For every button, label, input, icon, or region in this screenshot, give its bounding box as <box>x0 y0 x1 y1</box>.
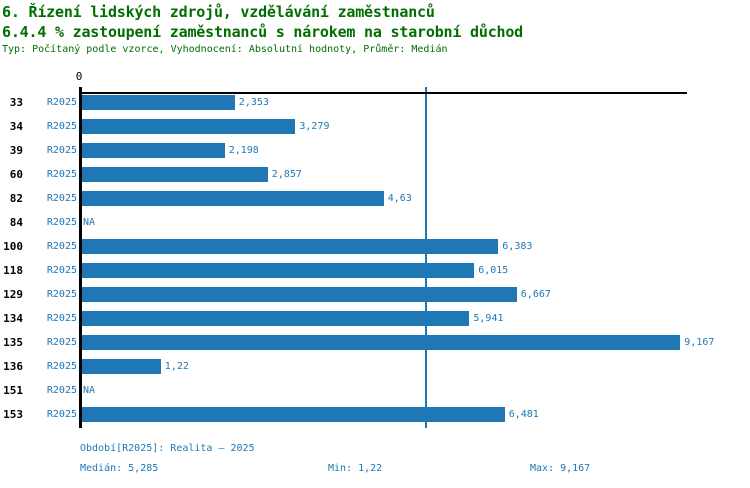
bar-value-label: 1,22 <box>164 360 189 372</box>
chart-row: 34 R2025 3,279 <box>0 114 750 138</box>
bar <box>81 142 225 158</box>
bar-zone: NA <box>81 217 750 228</box>
row-id-label: 129 <box>3 287 23 301</box>
bar <box>81 406 505 422</box>
row-id-label: 33 <box>9 95 23 109</box>
row-period-label: R2025 <box>46 288 77 300</box>
bar-zone: 1,22 <box>81 358 750 374</box>
bar-zone: 3,279 <box>81 118 750 134</box>
row-period-label: R2025 <box>46 120 77 132</box>
bar-value-label: 3,279 <box>299 120 330 132</box>
chart-row: 136 R2025 1,22 <box>0 354 750 378</box>
chart-subtitle: 6.4.4 % zastoupení zaměstnanců s nárokem… <box>2 23 524 41</box>
row-period-label: R2025 <box>46 96 77 108</box>
chart-row: 84 R2025 NA <box>0 210 750 234</box>
y-axis-line <box>79 87 82 428</box>
footer-max: Max: 9,167 <box>530 463 591 474</box>
row-period-label: R2025 <box>46 168 77 180</box>
axis-origin-label: 0 <box>75 70 83 83</box>
bar-zone: 2,353 <box>81 94 750 110</box>
bar <box>81 118 296 134</box>
na-label: NA <box>83 384 96 396</box>
bar-value-label: 2,857 <box>271 168 302 180</box>
row-id-label: 84 <box>9 215 23 229</box>
bar-value-label: 5,941 <box>473 312 504 324</box>
bar <box>81 310 470 326</box>
chart-row: 135 R2025 9,167 <box>0 330 750 354</box>
bar-value-label: 6,481 <box>508 408 539 420</box>
median-line <box>425 87 427 428</box>
bar-value-label: 4,63 <box>387 192 412 204</box>
bar-zone: 6,383 <box>81 238 750 254</box>
row-id-label: 100 <box>3 239 23 253</box>
row-period-label: R2025 <box>46 336 77 348</box>
bar-value-label: 2,198 <box>228 144 259 156</box>
chart-row: 39 R2025 2,198 <box>0 138 750 162</box>
footer-min: Min: 1,22 <box>328 463 383 474</box>
row-period-label: R2025 <box>46 312 77 324</box>
chart-row: 129 R2025 6,667 <box>0 282 750 306</box>
bar <box>81 334 681 350</box>
chart-row: 82 R2025 4,63 <box>0 186 750 210</box>
bar-zone: 9,167 <box>81 334 750 350</box>
row-period-label: R2025 <box>46 264 77 276</box>
chart-title: 6. Řízení lidských zdrojů, vzdělávání za… <box>2 3 435 21</box>
bar-zone: 4,63 <box>81 190 750 206</box>
bar-zone: 6,015 <box>81 262 750 278</box>
row-period-label: R2025 <box>46 216 77 228</box>
chart-row: 60 R2025 2,857 <box>0 162 750 186</box>
bar <box>81 94 235 110</box>
row-id-label: 153 <box>3 407 23 421</box>
row-id-label: 136 <box>3 359 23 373</box>
row-id-label: 34 <box>9 119 23 133</box>
bar-zone: 6,481 <box>81 406 750 422</box>
row-id-label: 60 <box>9 167 23 181</box>
bar-zone: 2,198 <box>81 142 750 158</box>
chart-row: 153 R2025 6,481 <box>0 402 750 426</box>
chart-row: 134 R2025 5,941 <box>0 306 750 330</box>
footer-period: Období[R2025]: Realita – 2025 <box>80 443 255 454</box>
row-period-label: R2025 <box>46 144 77 156</box>
chart-row: 33 R2025 2,353 <box>0 90 750 114</box>
bar <box>81 166 268 182</box>
row-id-label: 39 <box>9 143 23 157</box>
bar-value-label: 6,383 <box>502 240 533 252</box>
row-period-label: R2025 <box>46 384 77 396</box>
bar-zone: 6,667 <box>81 286 750 302</box>
x-axis-line <box>80 92 687 94</box>
row-period-label: R2025 <box>46 408 77 420</box>
bar-value-label: 2,353 <box>238 96 269 108</box>
bar-value-label: 6,667 <box>520 288 551 300</box>
chart-row: 118 R2025 6,015 <box>0 258 750 282</box>
chart-row: 151 R2025 NA <box>0 378 750 402</box>
bar <box>81 238 499 254</box>
row-id-label: 134 <box>3 311 23 325</box>
bar-zone: NA <box>81 385 750 396</box>
bar <box>81 190 384 206</box>
chart-meta-line: Typ: Počítaný podle vzorce, Vyhodnocení:… <box>2 44 448 55</box>
bar <box>81 262 475 278</box>
bar <box>81 286 517 302</box>
bar-zone: 2,857 <box>81 166 750 182</box>
row-period-label: R2025 <box>46 192 77 204</box>
row-id-label: 135 <box>3 335 23 349</box>
bar-zone: 5,941 <box>81 310 750 326</box>
row-id-label: 82 <box>9 191 23 205</box>
na-label: NA <box>83 216 96 228</box>
row-period-label: R2025 <box>46 240 77 252</box>
bar <box>81 358 161 374</box>
footer-median: Medián: 5,285 <box>80 463 159 474</box>
bar-value-label: 6,015 <box>478 264 509 276</box>
row-id-label: 118 <box>3 263 23 277</box>
bar-value-label: 9,167 <box>684 336 715 348</box>
row-id-label: 151 <box>3 383 23 397</box>
row-period-label: R2025 <box>46 360 77 372</box>
chart-rows: 33 R2025 2,353 34 R2025 3,279 39 R2025 2,198 60 R2… <box>0 90 750 426</box>
chart-row: 100 R2025 6,383 <box>0 234 750 258</box>
